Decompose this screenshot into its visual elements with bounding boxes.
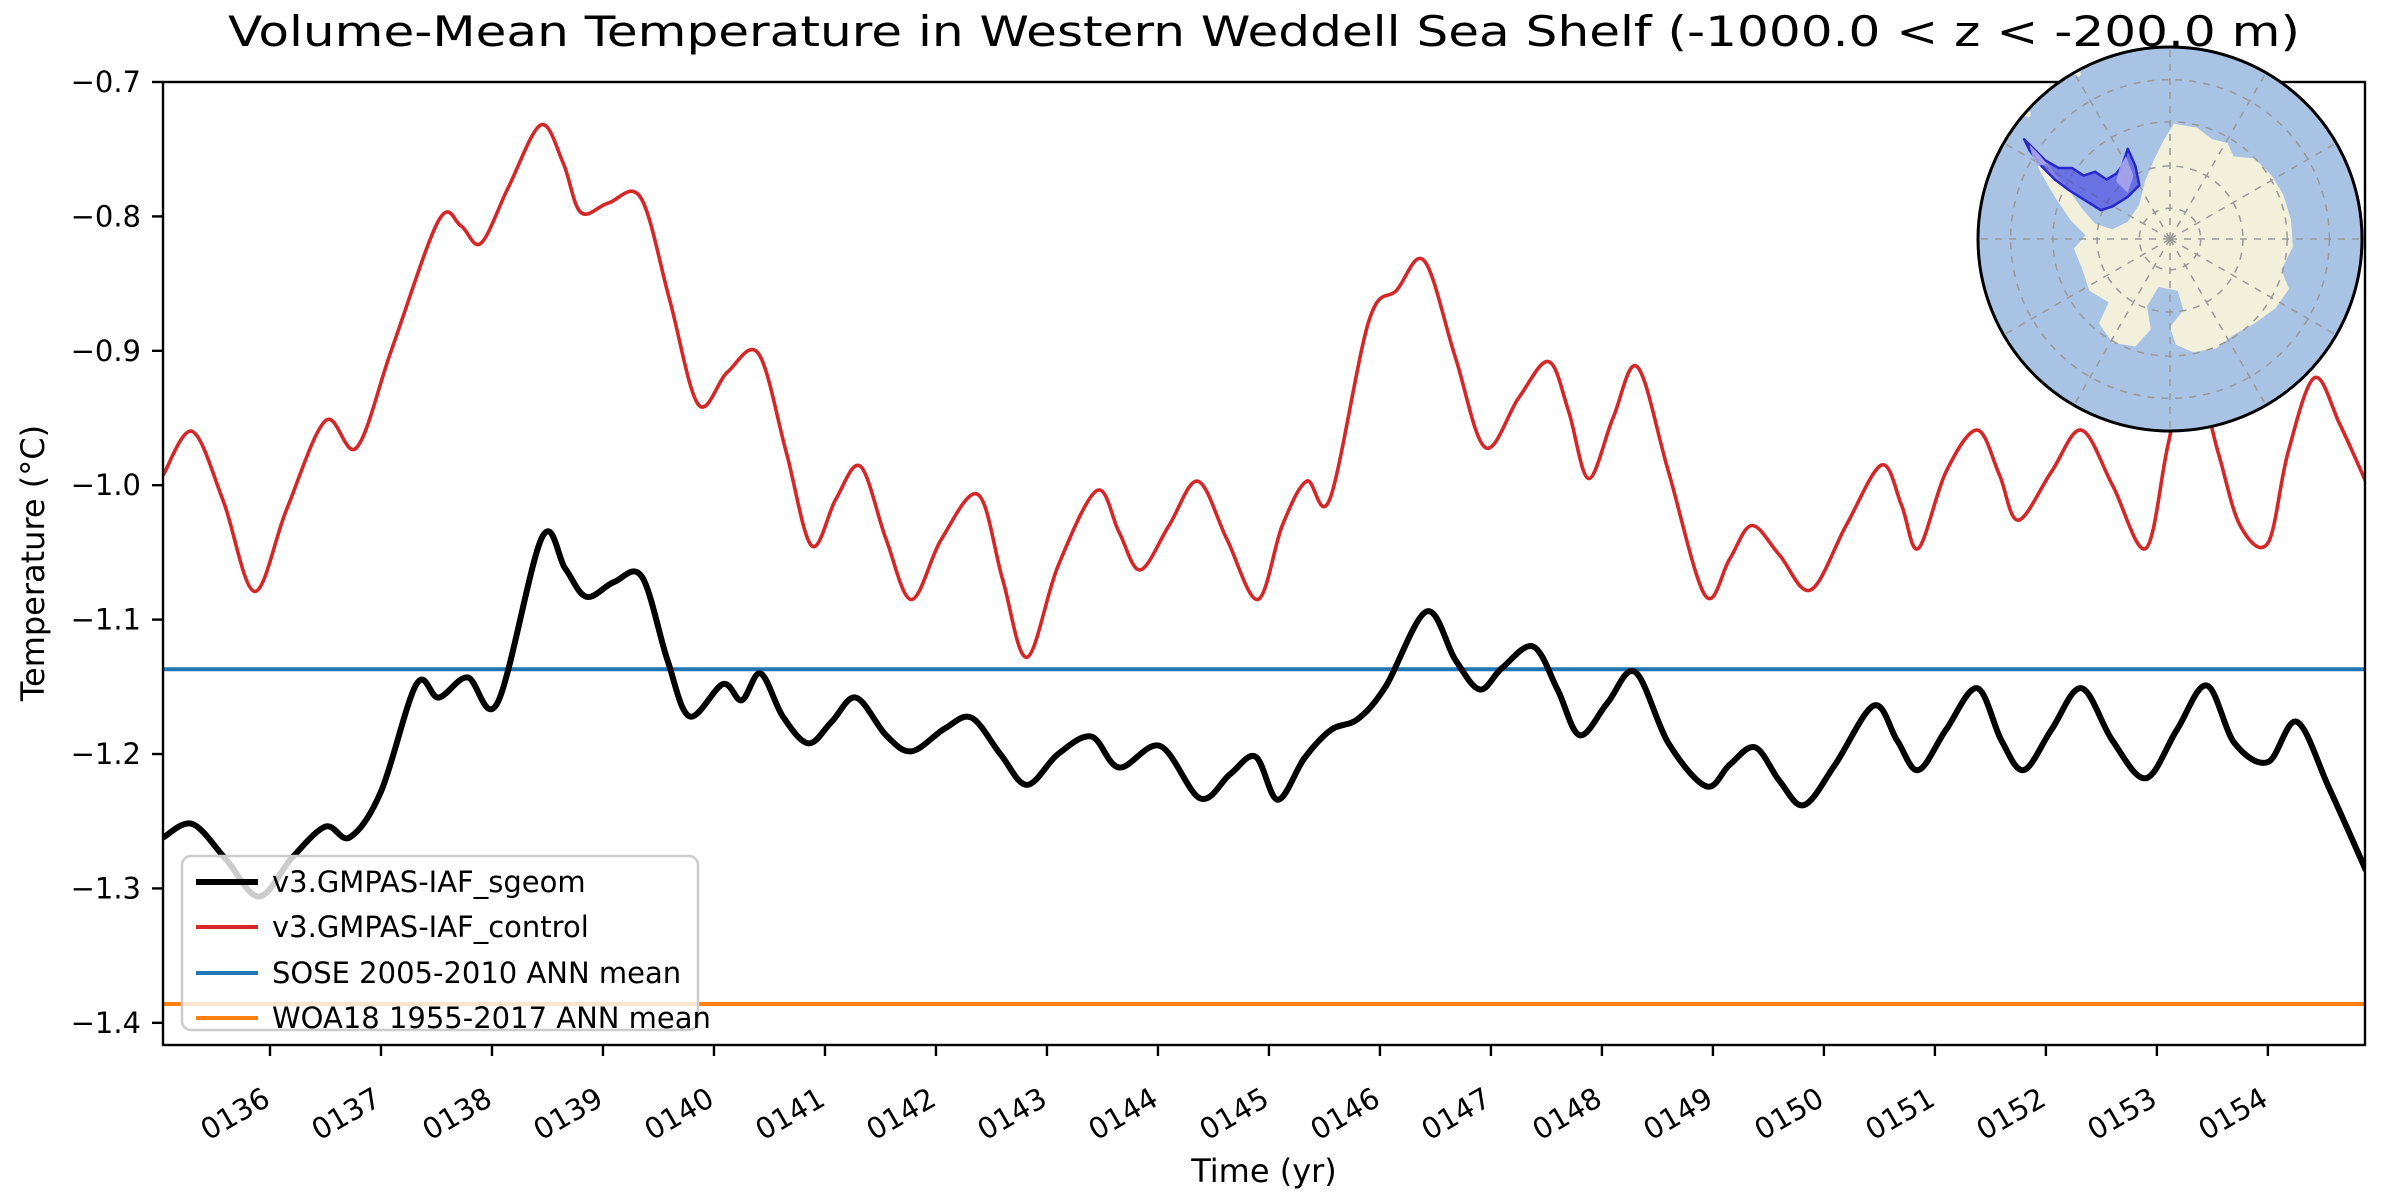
x-tick-label: 0142 bbox=[861, 1081, 942, 1147]
chart-title: Volume-Mean Temperature in Western Wedde… bbox=[228, 7, 2300, 56]
x-tick-label: 0138 bbox=[417, 1081, 498, 1147]
x-axis-label: Time (yr) bbox=[1190, 1152, 1337, 1190]
y-tick-label: −0.8 bbox=[71, 199, 141, 233]
x-tick-label: 0147 bbox=[1416, 1081, 1497, 1147]
legend-box bbox=[180, 854, 700, 1032]
x-tick-label: 0146 bbox=[1305, 1081, 1386, 1147]
x-tick-label: 0139 bbox=[528, 1081, 609, 1147]
x-tick-label: 0140 bbox=[639, 1081, 720, 1147]
x-tick-label: 0141 bbox=[750, 1081, 831, 1147]
weddell-region-light-patch bbox=[2029, 144, 2048, 166]
series-line-v3-gmpas-iaf-sgeom bbox=[163, 528, 2365, 900]
y-axis-label: Temperature (°C) bbox=[14, 425, 52, 702]
series-line-v3-gmpas-iaf-control bbox=[163, 123, 2365, 659]
axes-spines bbox=[161, 80, 2367, 1047]
legend-item-sgeom: v3.GMPAS-IAF_sgeom bbox=[196, 865, 586, 899]
x-tick-label: 0143 bbox=[972, 1081, 1053, 1147]
weddell-region-light-patch bbox=[2116, 156, 2134, 193]
legend-label-woa18: WOA18 1955-2017 ANN mean bbox=[272, 1001, 711, 1035]
legend-item-control: v3.GMPAS-IAF_control bbox=[196, 910, 589, 944]
weddell-region-highlight bbox=[2022, 137, 2141, 212]
x-tick-label: 0150 bbox=[1748, 1081, 1829, 1147]
map-antarctica-land bbox=[2031, 123, 2293, 353]
y-tick-label: −1.3 bbox=[71, 871, 141, 905]
antarctica-inset-map bbox=[1976, 45, 2364, 433]
legend-label-sgeom: v3.GMPAS-IAF_sgeom bbox=[272, 865, 586, 899]
map-graticule-meridian bbox=[2003, 238, 2171, 336]
y-tick-label: −1.2 bbox=[71, 737, 141, 771]
map-graticule-meridian bbox=[2073, 72, 2171, 240]
map-graticule-meridian bbox=[2169, 142, 2337, 240]
map-graticule-meridian bbox=[2169, 238, 2337, 336]
x-tick-label: 0148 bbox=[1526, 1081, 1607, 1147]
map-graticule-meridian bbox=[2169, 238, 2267, 406]
x-tick-label: 0154 bbox=[2192, 1081, 2273, 1147]
map-rim bbox=[1976, 45, 2364, 433]
y-tick-label: −1.4 bbox=[71, 1006, 141, 1040]
legend: v3.GMPAS-IAF_sgeom v3.GMPAS-IAF_control … bbox=[180, 854, 711, 1035]
x-tick-label: 0144 bbox=[1083, 1081, 1164, 1147]
map-contents bbox=[1978, 47, 2362, 431]
y-tick-label: −0.9 bbox=[71, 334, 141, 368]
legend-label-control: v3.GMPAS-IAF_control bbox=[272, 910, 589, 944]
map-graticule-meridian bbox=[2073, 238, 2171, 406]
x-tick-label: 0136 bbox=[195, 1081, 276, 1147]
legend-item-sose: SOSE 2005-2010 ANN mean bbox=[196, 956, 681, 990]
x-tick-label: 0145 bbox=[1194, 1081, 1275, 1147]
y-tick-label: −0.7 bbox=[71, 65, 141, 99]
x-tick-label: 0152 bbox=[1970, 1081, 2051, 1147]
legend-label-sose: SOSE 2005-2010 ANN mean bbox=[272, 956, 681, 990]
map-graticule-meridian bbox=[2169, 72, 2267, 240]
y-tick-label: −1.0 bbox=[71, 468, 141, 502]
x-tick-label: 0149 bbox=[1637, 1081, 1718, 1147]
x-tick-label: 0153 bbox=[2081, 1081, 2162, 1147]
x-tick-label: 0151 bbox=[1859, 1081, 1940, 1147]
y-tick-label: −1.1 bbox=[71, 603, 141, 637]
map-graticule-meridian bbox=[2003, 142, 2171, 240]
x-tick-label: 0137 bbox=[306, 1081, 387, 1147]
legend-item-woa18: WOA18 1955-2017 ANN mean bbox=[196, 1001, 711, 1035]
